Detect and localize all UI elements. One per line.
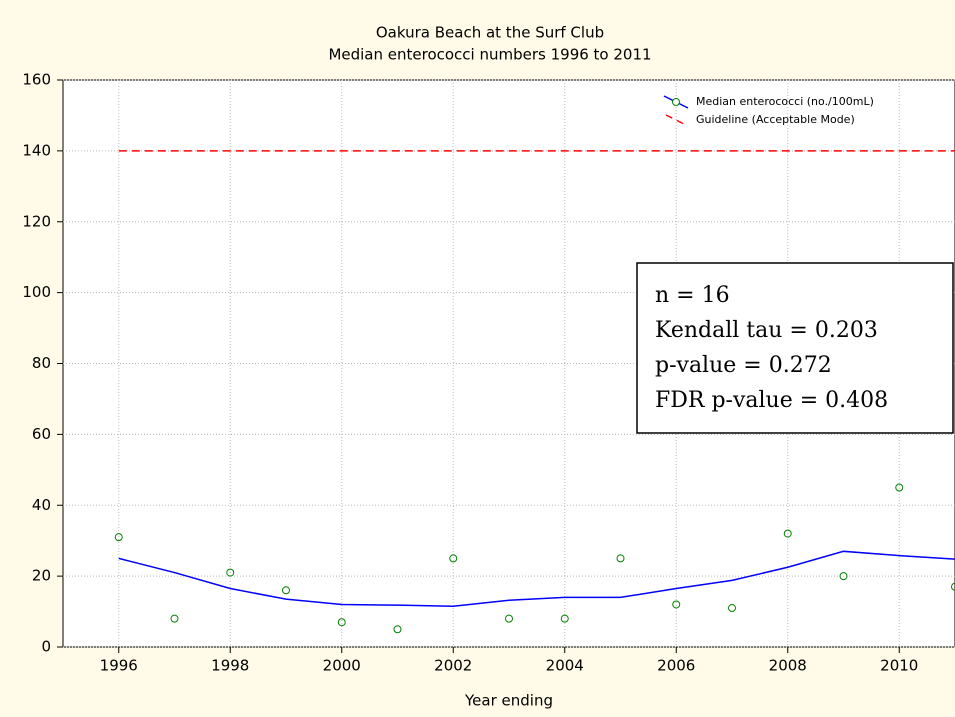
- x-tick-label: 1996: [100, 657, 138, 675]
- y-tick-label: 60: [32, 425, 51, 443]
- legend-label: Guideline (Acceptable Mode): [696, 113, 855, 126]
- chart-subtitle: Median enterococci numbers 1996 to 2011: [328, 46, 651, 64]
- point: [393, 625, 402, 634]
- point: [337, 618, 346, 627]
- x-axis-label: Year ending: [464, 692, 553, 710]
- stats-box: [636, 262, 954, 434]
- y-tick-label: 80: [32, 354, 51, 372]
- point: [560, 614, 569, 623]
- x-tick-label: 2008: [769, 657, 807, 675]
- point: [226, 568, 235, 577]
- stats-text: p-value = 0.272: [655, 353, 832, 378]
- chart-title: Oakura Beach at the Surf Club: [376, 24, 604, 42]
- legend-label: Median enterococci (no./100mL): [696, 95, 874, 108]
- x-tick-label: 1998: [211, 657, 249, 675]
- point: [282, 586, 290, 595]
- point: [114, 533, 123, 542]
- point: [839, 572, 848, 581]
- point: [449, 554, 458, 563]
- y-tick-label: 0: [41, 638, 51, 656]
- y-tick-label: 120: [22, 212, 51, 230]
- stats-text: Kendall tau = 0.203: [655, 318, 878, 343]
- y-tick-label: 140: [22, 141, 51, 159]
- point: [170, 614, 179, 623]
- point: [951, 582, 955, 591]
- point: [728, 604, 736, 613]
- legend-swatch: [665, 114, 687, 126]
- y-tick-label: 40: [32, 496, 51, 514]
- point: [672, 600, 681, 609]
- x-tick-label: 2006: [657, 657, 695, 675]
- x-tick-label: 2002: [434, 657, 472, 675]
- point: [505, 614, 513, 623]
- x-tick-label: 2004: [546, 657, 584, 675]
- trend-line: [118, 550, 955, 607]
- stats-text: n = 16: [655, 283, 730, 308]
- point: [783, 529, 792, 538]
- x-tick-label: 2010: [880, 657, 918, 675]
- y-tick-label: 100: [22, 283, 51, 301]
- stats-text: FDR p-value = 0.408: [655, 388, 888, 413]
- legend-swatch: [672, 98, 680, 106]
- y-tick-label: 20: [32, 567, 51, 585]
- y-tick-label: 160: [22, 71, 51, 89]
- x-tick-label: 2000: [323, 657, 361, 675]
- point: [895, 483, 904, 492]
- point: [616, 554, 625, 563]
